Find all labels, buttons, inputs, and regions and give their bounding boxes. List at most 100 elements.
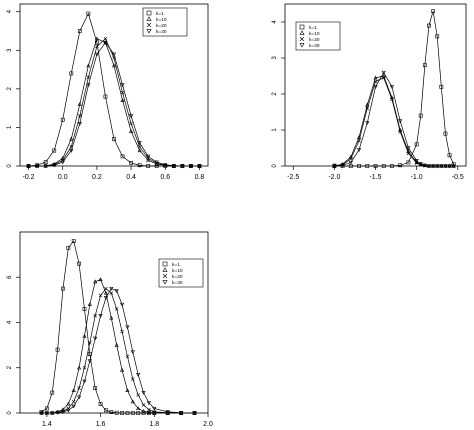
data-point — [60, 160, 65, 165]
x-tick-label: -2.5 — [287, 174, 299, 181]
data-point — [373, 85, 378, 90]
data-point — [114, 410, 119, 415]
data-point — [120, 90, 125, 95]
x-tick-label: 0.8 — [195, 174, 205, 181]
data-point — [93, 313, 98, 318]
data-point — [66, 245, 71, 250]
data-point — [136, 393, 140, 397]
data-point — [165, 410, 170, 415]
data-point — [365, 121, 370, 126]
legend-marker — [162, 261, 168, 267]
data-point — [103, 40, 108, 45]
legend-label: k=20 — [309, 37, 320, 43]
data-point — [86, 63, 91, 68]
x-tick-label: 0.0 — [58, 174, 68, 181]
data-point — [365, 164, 370, 168]
data-point — [60, 117, 65, 122]
data-point — [128, 129, 134, 133]
data-point — [111, 52, 117, 57]
series-k=30 — [26, 40, 202, 169]
data-point — [365, 106, 370, 111]
legend: k=1k=10k=20k=30 — [142, 7, 188, 37]
legend-marker — [299, 24, 305, 30]
data-point — [381, 164, 386, 168]
data-point — [373, 164, 378, 168]
legend-marker — [146, 22, 152, 28]
data-point — [93, 336, 98, 341]
data-point — [137, 144, 142, 149]
data-point — [78, 114, 82, 118]
legend-marker — [299, 30, 305, 35]
data-point — [443, 131, 448, 136]
data-point — [95, 44, 99, 49]
y-tick-label: 2 — [7, 365, 13, 369]
data-point — [103, 94, 108, 99]
data-point — [332, 163, 337, 168]
data-point — [451, 164, 456, 169]
data-point — [435, 164, 440, 169]
data-point — [82, 379, 87, 384]
data-point — [86, 75, 91, 80]
data-point — [112, 137, 116, 141]
series-line — [334, 75, 454, 167]
data-point — [125, 325, 130, 330]
series-line — [334, 11, 454, 167]
series-line — [28, 12, 200, 167]
data-point — [406, 146, 411, 151]
data-point — [435, 34, 440, 39]
data-point — [125, 411, 130, 415]
legend-label: k=30 — [172, 280, 183, 286]
data-point — [71, 239, 76, 243]
data-point — [430, 164, 436, 169]
data-point — [349, 156, 353, 161]
data-point — [152, 406, 157, 411]
data-point — [111, 63, 117, 68]
data-point — [406, 160, 411, 165]
legend: k=1k=10k=20k=30 — [158, 258, 204, 288]
data-point — [426, 164, 432, 169]
series-line — [41, 240, 195, 414]
legend-marker — [162, 273, 168, 279]
data-point — [146, 401, 152, 406]
y-tick-label: 3 — [7, 48, 13, 52]
legend-label: k=20 — [172, 274, 183, 280]
legend-marker — [146, 16, 152, 21]
data-point — [373, 79, 378, 84]
data-point — [34, 164, 40, 169]
y-tick-label: 4 — [272, 20, 278, 24]
panel-2: -2.5 -2.0 -1.5 -1.0 -0.5 0 1 2 3 4 k=1k=10k=20k=30 — [272, 3, 467, 181]
data-point — [136, 411, 141, 415]
data-point — [427, 23, 431, 28]
data-point — [86, 11, 91, 16]
data-point — [120, 98, 125, 103]
data-point — [120, 411, 124, 415]
series-k=10 — [332, 73, 456, 168]
data-point — [43, 164, 48, 169]
data-point — [66, 401, 71, 406]
series-k=30 — [39, 286, 197, 416]
x-tick-label: 1.6 — [96, 421, 106, 428]
data-point — [141, 403, 146, 407]
data-point — [431, 9, 435, 14]
data-point — [356, 148, 362, 153]
data-point — [55, 410, 60, 415]
data-point — [130, 399, 135, 404]
data-point — [136, 406, 141, 411]
data-point — [104, 286, 108, 291]
data-point — [50, 411, 55, 416]
data-point — [69, 136, 74, 141]
data-point — [152, 410, 157, 414]
data-point — [443, 164, 448, 169]
data-point — [86, 83, 91, 88]
legend-label: k=20 — [156, 23, 167, 29]
x-tick-label: 2.0 — [203, 421, 213, 428]
data-point — [52, 148, 57, 153]
data-point — [389, 85, 395, 90]
data-point — [146, 410, 152, 414]
legend-label: k=30 — [309, 43, 320, 49]
y-tick-label: 3 — [272, 56, 278, 60]
data-point — [77, 121, 82, 126]
legend-label: k=1 — [172, 262, 180, 268]
data-point — [154, 160, 159, 165]
legend-label: k=1 — [309, 25, 317, 31]
